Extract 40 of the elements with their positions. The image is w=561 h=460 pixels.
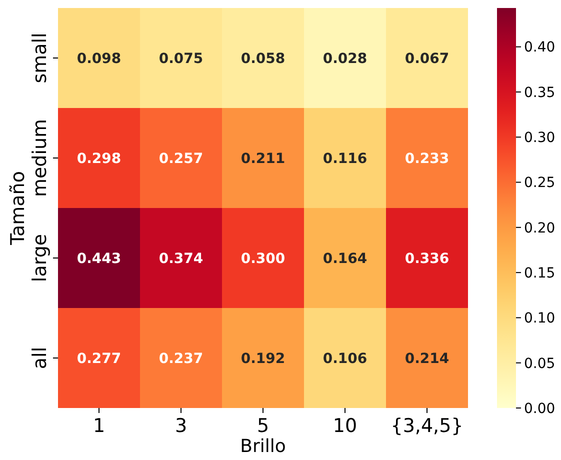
color-bar-label: 0.30 <box>524 130 556 146</box>
data-label: 0.028 <box>322 50 368 67</box>
data-label: 0.164 <box>322 250 368 267</box>
x-axis-title: Brillo <box>240 436 286 457</box>
color-bar-label: 0.20 <box>524 220 556 236</box>
data-label: 0.336 <box>404 250 450 267</box>
color-bar-label: 0.05 <box>524 356 556 372</box>
data-label: 0.098 <box>76 50 122 67</box>
color-bar-label: 0.15 <box>524 265 556 282</box>
data-label: 0.116 <box>322 150 368 167</box>
x-tick-label: 3 <box>174 415 188 437</box>
data-label: 0.237 <box>158 350 204 367</box>
data-label: 0.067 <box>404 50 450 67</box>
y-tick-label: medium <box>29 118 51 198</box>
data-label: 0.211 <box>240 150 286 167</box>
color-bar-label: 0.00 <box>524 400 556 417</box>
data-label: 0.192 <box>240 350 286 367</box>
x-tick-label: 5 <box>256 415 270 437</box>
color-bar-label: 0.25 <box>524 175 556 192</box>
data-label: 0.277 <box>76 350 122 367</box>
x-tick-label: {3,4,5} <box>390 415 464 437</box>
data-label: 0.374 <box>158 250 204 267</box>
data-label: 0.300 <box>240 250 286 267</box>
data-label: 0.257 <box>158 150 204 167</box>
data-label: 0.298 <box>76 150 122 167</box>
y-tick-label: all <box>29 346 51 370</box>
color-bar-label: 0.35 <box>524 84 556 101</box>
x-tick-label: 10 <box>332 415 358 437</box>
data-label: 0.075 <box>158 50 204 67</box>
data-label: 0.058 <box>240 50 286 67</box>
y-axis-title: Tamaño <box>7 171 29 246</box>
y-tick-label: large <box>29 234 51 282</box>
color-bar-label: 0.40 <box>524 40 556 56</box>
x-tick-label: 1 <box>92 415 106 437</box>
data-label: 0.214 <box>404 350 450 367</box>
data-label: 0.106 <box>322 350 368 367</box>
y-tick-label: small <box>29 32 51 84</box>
data-label: 0.443 <box>76 250 122 267</box>
color-bar-label: 0.10 <box>524 310 556 327</box>
data-label: 0.233 <box>404 150 450 167</box>
